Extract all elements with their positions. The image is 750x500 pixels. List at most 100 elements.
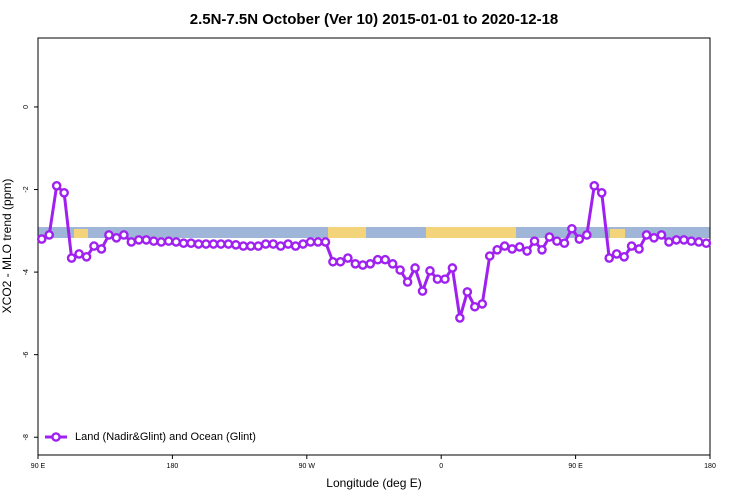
data-point xyxy=(335,256,346,267)
data-point xyxy=(290,241,301,251)
y-tick-label: -2 xyxy=(23,186,30,192)
data-point xyxy=(275,241,286,251)
data-point xyxy=(59,188,69,198)
data-point xyxy=(51,181,62,191)
data-point xyxy=(686,236,697,246)
legend-marker xyxy=(51,432,61,442)
data-point xyxy=(74,249,84,259)
data-point xyxy=(66,253,77,263)
data-point xyxy=(380,254,391,265)
data-point xyxy=(96,244,107,254)
data-point xyxy=(343,253,353,263)
data-point xyxy=(320,237,331,247)
data-point xyxy=(656,230,667,240)
data-point xyxy=(537,245,547,255)
data-point xyxy=(529,236,540,246)
x-tick-label: 90 W xyxy=(299,463,316,470)
data-point xyxy=(104,230,114,240)
ocean-band xyxy=(38,227,710,238)
data-point xyxy=(44,230,55,240)
data-point xyxy=(201,239,211,249)
data-point xyxy=(223,239,234,249)
data-point xyxy=(357,260,368,270)
x-tick-label: 180 xyxy=(167,463,179,470)
data-point xyxy=(589,181,600,191)
data-point xyxy=(664,237,674,247)
data-point xyxy=(365,259,376,269)
data-point xyxy=(208,239,219,249)
data-point xyxy=(552,236,562,246)
y-axis-label: XCO2 - MLO trend (ppm) xyxy=(0,179,14,314)
data-point xyxy=(171,237,181,247)
data-point xyxy=(163,236,174,246)
data-point xyxy=(305,237,316,247)
data-point xyxy=(387,259,398,269)
data-point xyxy=(395,265,405,275)
data-point xyxy=(425,266,435,276)
y-tick-label: 0 xyxy=(23,105,30,109)
data-point xyxy=(634,244,644,254)
data-point xyxy=(462,287,473,297)
x-tick-label: 90 E xyxy=(31,463,46,470)
data-point xyxy=(604,253,615,263)
data-point xyxy=(507,244,517,254)
land-patch xyxy=(426,227,516,238)
chart-title: 2.5N-7.5N October (Ver 10) 2015-01-01 to… xyxy=(190,11,559,28)
data-point xyxy=(410,263,420,273)
x-tick-label: 180 xyxy=(704,463,716,470)
data-point xyxy=(253,241,264,251)
data-point xyxy=(231,240,241,250)
data-point xyxy=(484,251,495,261)
legend-label: Land (Nadir&Glint) and Ocean (Glint) xyxy=(75,431,256,443)
data-point xyxy=(81,252,92,262)
x-axis-label: Longitude (deg E) xyxy=(326,476,421,490)
plot-frame xyxy=(37,37,711,456)
land-patch xyxy=(328,227,366,238)
data-point xyxy=(402,277,413,287)
data-point xyxy=(193,239,204,249)
x-tick-label: 0 xyxy=(439,463,443,470)
data-point xyxy=(268,239,279,249)
data-point xyxy=(544,232,555,242)
data-point xyxy=(283,239,293,249)
map-strip xyxy=(38,227,710,238)
data-point xyxy=(156,237,166,247)
data-point xyxy=(679,235,689,245)
data-point xyxy=(313,237,323,247)
data-point xyxy=(372,254,383,265)
data-point xyxy=(111,233,122,243)
data-point xyxy=(522,246,532,256)
data-point xyxy=(148,236,159,246)
data-point xyxy=(641,230,652,240)
data-point xyxy=(133,235,144,245)
data-point xyxy=(477,299,488,309)
y-tick-label: -8 xyxy=(23,434,30,440)
data-point xyxy=(701,238,712,248)
data-point xyxy=(216,239,226,249)
data-point xyxy=(328,256,338,267)
data-point xyxy=(694,237,704,247)
data-point xyxy=(119,230,129,240)
series-line xyxy=(41,184,707,320)
data-point xyxy=(619,252,629,262)
data-point xyxy=(89,241,99,251)
data-point xyxy=(126,237,137,247)
data-point xyxy=(611,249,622,259)
data-point xyxy=(440,274,450,284)
y-tick-label: -4 xyxy=(23,269,30,275)
data-point xyxy=(186,238,196,248)
data-point xyxy=(455,313,465,323)
data-point xyxy=(559,238,570,248)
data-point xyxy=(582,230,592,240)
data-point xyxy=(596,188,607,198)
data-point xyxy=(492,245,503,255)
data-point xyxy=(574,234,585,244)
data-point xyxy=(178,238,189,248)
data-point xyxy=(671,235,682,245)
data-point xyxy=(260,239,271,249)
data-point xyxy=(447,263,458,273)
data-point xyxy=(469,301,480,312)
data-point xyxy=(626,241,637,251)
data-point xyxy=(298,239,308,249)
data-point xyxy=(499,241,510,251)
